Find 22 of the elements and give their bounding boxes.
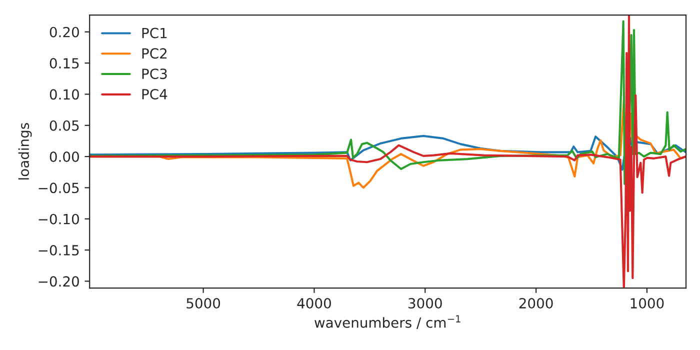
y-tick-label: 0.15 xyxy=(50,58,79,69)
x-tick-label: 5000 xyxy=(186,298,220,309)
legend-label: PC2 xyxy=(142,48,167,59)
line-series xyxy=(90,132,686,171)
x-tick-label: 4000 xyxy=(297,298,331,309)
legend-label: PC1 xyxy=(142,28,167,38)
x-axis-title: wavenumbers / cm$^{−1}$ xyxy=(314,315,460,329)
legend-label: PC4 xyxy=(142,88,168,100)
y-tick-label: 0.05 xyxy=(50,120,79,131)
y-tick-label: −0.05 xyxy=(38,182,79,194)
y-tick-label: −0.15 xyxy=(38,245,79,256)
legend-label: PC3 xyxy=(142,68,167,80)
x-tick-label: 2000 xyxy=(519,298,553,309)
line-series xyxy=(90,15,686,288)
x-tick-label: 3000 xyxy=(408,298,442,309)
y-tick-label: −0.10 xyxy=(38,214,79,224)
y-tick-label: 0.10 xyxy=(50,89,79,100)
x-tick-label: 1000 xyxy=(630,298,664,309)
y-tick-label: 0.20 xyxy=(50,26,79,38)
y-axis-title: loadings xyxy=(18,123,32,180)
y-tick-label: −0.20 xyxy=(38,276,79,287)
y-tick-label: 0.00 xyxy=(50,152,79,162)
